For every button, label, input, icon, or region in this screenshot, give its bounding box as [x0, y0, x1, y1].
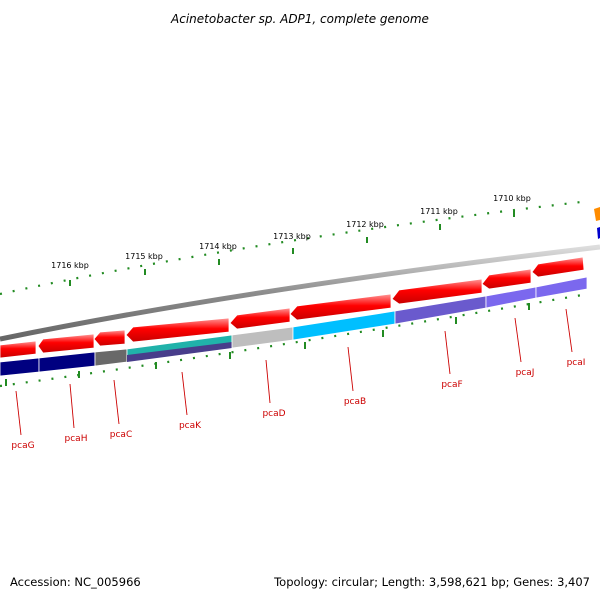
- scale-major-ticks: [69, 211, 515, 286]
- scale-labels: 1716 kbp 1715 kbp 1714 kbp 1713 kbp 1712…: [51, 194, 531, 270]
- feature-arrow: [531, 256, 585, 278]
- scale-label-1714: 1714 kbp: [199, 242, 237, 251]
- feature-arrow: [125, 317, 230, 343]
- feature-arrow: [481, 268, 532, 290]
- lower-tick-row: [0, 292, 589, 388]
- feature-arrow: [289, 293, 392, 321]
- genome-backbone: [0, 244, 600, 342]
- gene-label-pcaF[interactable]: pcaF: [441, 380, 462, 390]
- gene-block-pcaK-inner: [127, 342, 232, 362]
- pca-genes: [0, 276, 588, 377]
- feature-arrow: [0, 340, 37, 359]
- gene-block-pcaH[interactable]: [38, 351, 96, 373]
- scale-label-1710: 1710 kbp: [493, 194, 531, 203]
- gene-label-pcaB[interactable]: pcaB: [344, 397, 366, 407]
- scale-label-1716: 1716 kbp: [51, 261, 89, 270]
- feature-arrow: [37, 333, 95, 354]
- map-title: Acinetobacter sp. ADP1, complete genome: [170, 12, 429, 26]
- scale-label-1715: 1715 kbp: [125, 252, 163, 261]
- gene-label-pcaI[interactable]: pcaI: [567, 358, 586, 368]
- edge-feature-orange: [594, 207, 600, 221]
- gene-labels: pcaG pcaH pcaC pcaK pcaD pcaB pcaF pcaJ …: [11, 358, 585, 451]
- feature-arrow: [391, 278, 483, 305]
- gene-block-pcaG[interactable]: [0, 357, 40, 377]
- lower-major-ticks: [5, 303, 530, 386]
- accession-text: Accession: NC_005966: [10, 575, 141, 589]
- gene-label-pcaK[interactable]: pcaK: [179, 421, 202, 431]
- gene-block-pcaI[interactable]: [535, 276, 588, 299]
- topology-text: Topology: circular; Length: 3,598,621 bp…: [273, 575, 590, 589]
- feature-arrow: [229, 307, 291, 330]
- scale-label-1713: 1713 kbp: [273, 232, 311, 241]
- gene-label-pcaC[interactable]: pcaC: [110, 430, 132, 440]
- gene-label-pcaJ[interactable]: pcaJ: [516, 368, 535, 378]
- gene-label-pcaD[interactable]: pcaD: [262, 409, 285, 419]
- gene-label-pcaH[interactable]: pcaH: [65, 434, 88, 444]
- gene-block-pcaC[interactable]: [94, 348, 128, 367]
- scale-label-1712: 1712 kbp: [346, 220, 384, 229]
- gene-label-pcaG[interactable]: pcaG: [11, 441, 34, 451]
- feature-arrow: [93, 329, 126, 347]
- gene-label-leaders: [15, 308, 573, 436]
- forward-features: [0, 256, 585, 359]
- scale-label-1711: 1711 kbp: [420, 207, 458, 216]
- edge-feature-blue: [597, 227, 600, 239]
